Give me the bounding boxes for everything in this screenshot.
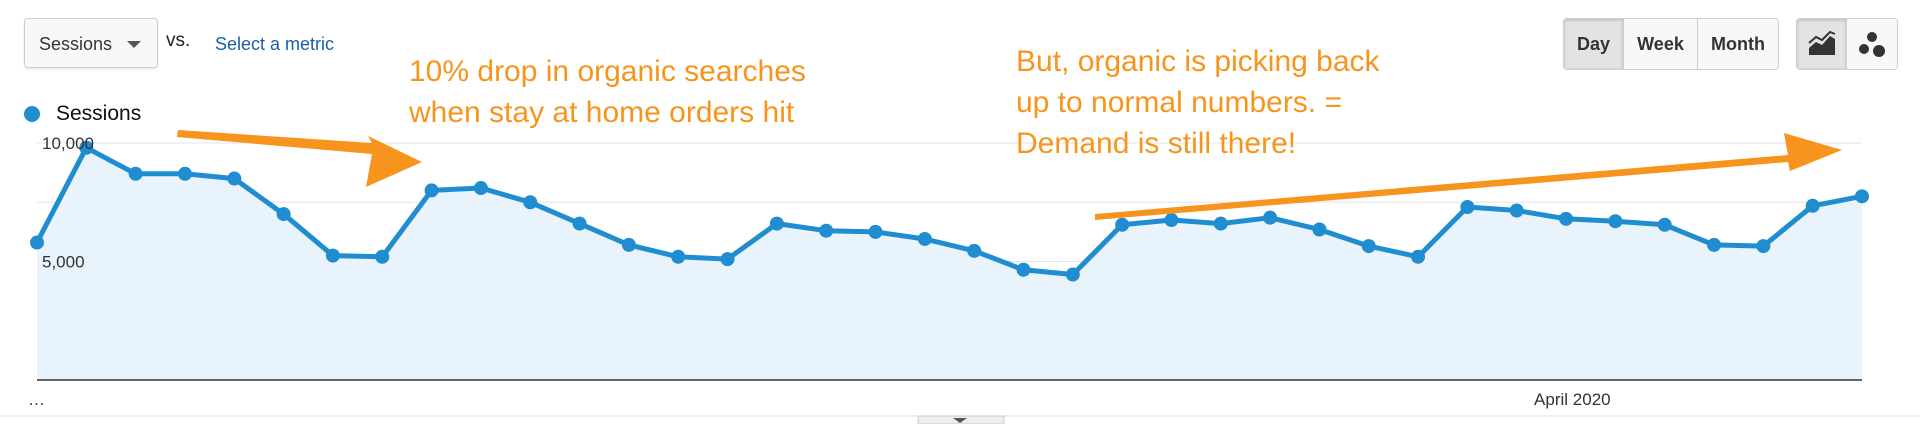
data-point [1509, 203, 1524, 218]
data-point [375, 249, 390, 264]
data-point [1411, 249, 1426, 264]
data-point [473, 181, 488, 196]
chevron-down-icon [127, 41, 141, 48]
data-point [819, 223, 834, 238]
data-point [967, 243, 982, 258]
data-point [128, 166, 143, 181]
chart-type-toggle [1796, 18, 1898, 70]
data-point [1608, 214, 1623, 229]
motion-chart-icon [1859, 32, 1885, 57]
sessions-area [37, 147, 1862, 380]
motion-chart-button[interactable] [1847, 19, 1897, 69]
x-tick-label: … [28, 390, 45, 409]
data-point [276, 207, 291, 222]
data-point [325, 248, 340, 263]
data-point [621, 237, 636, 252]
chevron-down-icon [953, 418, 967, 423]
annotation-text-line: Demand is still there! [1016, 127, 1296, 160]
data-point [1855, 189, 1869, 204]
data-point [1805, 198, 1820, 213]
y-tick-label: 10,000 [42, 134, 94, 153]
annotation-text-line: 10% drop in organic searches [409, 55, 806, 88]
data-point [1115, 217, 1130, 232]
annotation-text-line: up to normal numbers. = [1016, 86, 1342, 119]
data-point [227, 171, 242, 186]
legend-marker [24, 106, 40, 122]
data-point [79, 140, 94, 155]
data-point [769, 216, 784, 231]
annotation-text-line: when stay at home orders hit [408, 96, 795, 129]
sessions-line [34, 145, 1863, 277]
select-metric-link[interactable]: Select a metric [215, 34, 335, 54]
data-point [720, 252, 735, 267]
data-point [424, 183, 439, 198]
legend-series-name: Sessions [56, 102, 142, 125]
metric-selector[interactable]: Sessions [24, 18, 158, 68]
data-point [177, 166, 192, 181]
y-tick-label: 5,000 [42, 253, 85, 272]
line-chart-icon [1807, 31, 1835, 55]
data-point [523, 195, 538, 210]
data-point [572, 216, 587, 231]
data-point [917, 231, 932, 246]
data-point [1756, 239, 1771, 254]
month-button[interactable]: Month [1698, 19, 1778, 69]
data-point [1213, 216, 1228, 231]
data-point [1065, 267, 1080, 282]
week-button[interactable]: Week [1624, 19, 1698, 69]
vs-label: vs. [166, 30, 191, 51]
day-button[interactable]: Day [1564, 19, 1624, 69]
granularity-toggle: Day Week Month [1563, 18, 1779, 70]
data-point [1460, 199, 1475, 214]
data-point [1164, 213, 1179, 228]
data-point [30, 235, 44, 250]
data-point [1263, 210, 1278, 225]
metric-selector-label: Sessions [39, 34, 113, 54]
data-point [868, 224, 883, 239]
data-point [1312, 222, 1327, 237]
line-chart-button[interactable] [1797, 19, 1847, 69]
data-point [671, 249, 686, 264]
annotation-arrow-left [177, 130, 422, 187]
annotation-text-line: But, organic is picking back [1016, 45, 1381, 78]
data-point [1361, 239, 1376, 254]
data-point [1657, 217, 1672, 232]
data-point [1707, 237, 1722, 252]
x-tick-label: April 2020 [1534, 390, 1611, 409]
annotation-arrow-right [1095, 133, 1842, 220]
data-point [1559, 211, 1574, 226]
chart-legend: Sessions [24, 100, 141, 128]
data-point [1016, 262, 1031, 277]
